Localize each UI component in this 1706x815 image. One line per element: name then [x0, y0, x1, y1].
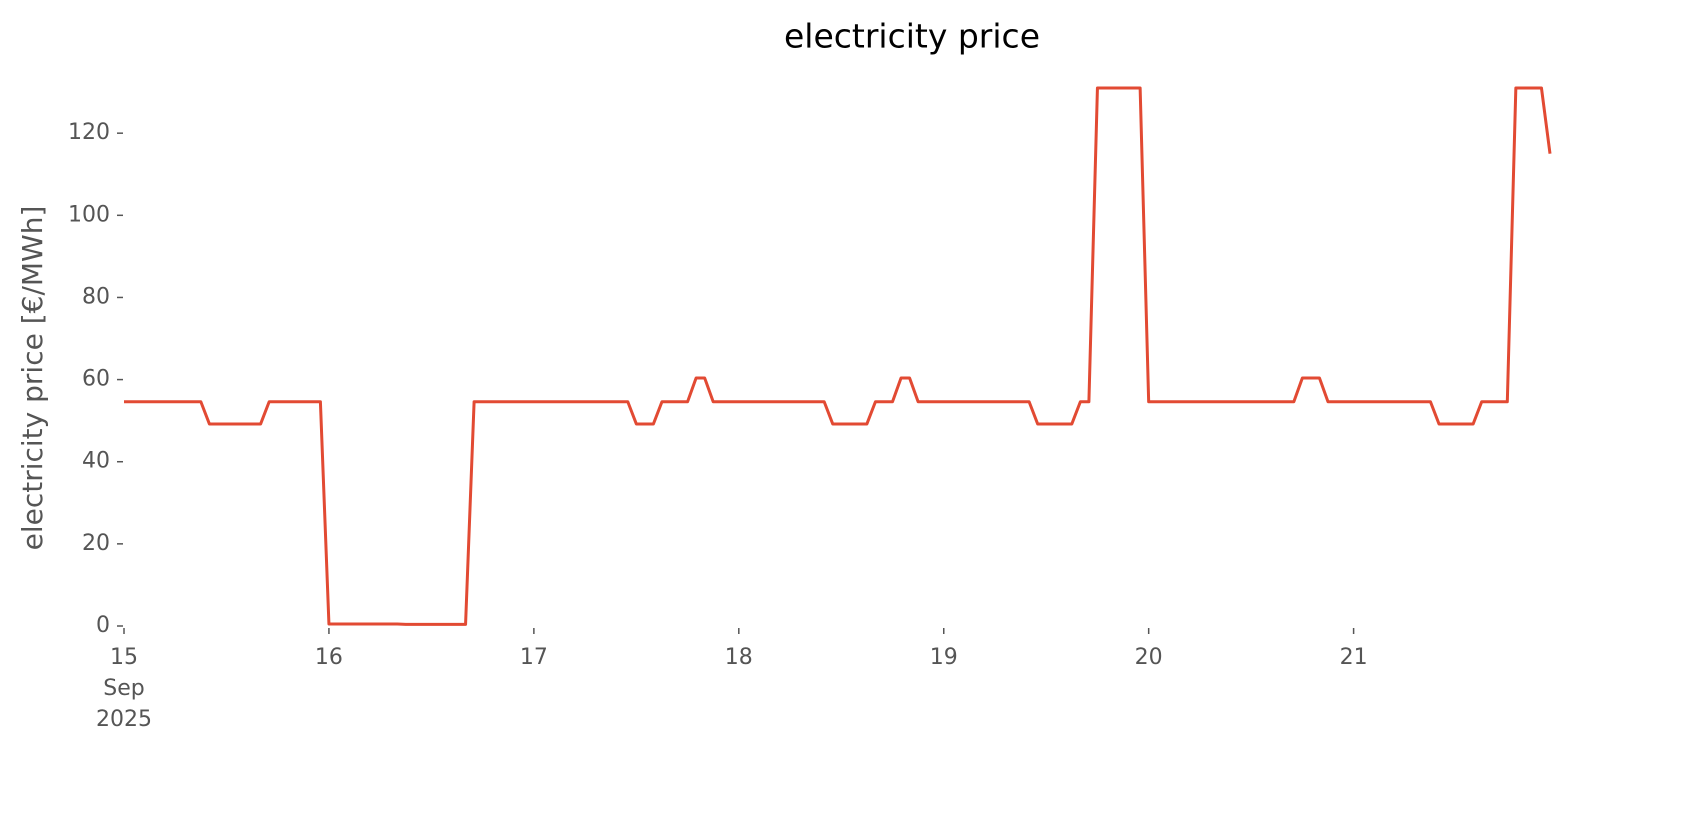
- y-tick-label: 20: [82, 531, 110, 556]
- x-tick-label: 15 Sep 2025: [96, 645, 152, 732]
- y-tick-label: 120: [68, 120, 110, 145]
- y-tick-label: 80: [82, 284, 110, 309]
- x-tick-label: 17: [520, 645, 548, 670]
- x-tick-label: 21: [1340, 645, 1368, 670]
- y-tick-label: 0: [96, 613, 110, 638]
- price-line: [124, 86, 1552, 626]
- y-tick-label: 60: [82, 367, 110, 392]
- y-axis-label: electricity price [€/MWh]: [16, 206, 49, 551]
- x-tick-label: 18: [725, 645, 753, 670]
- x-tick-label: 16: [315, 645, 343, 670]
- x-tick-label: 20: [1135, 645, 1163, 670]
- chart-title: electricity price: [784, 17, 1040, 56]
- y-tick-label: 40: [82, 449, 110, 474]
- y-tick-label: 100: [68, 202, 110, 227]
- x-tick-label: 19: [930, 645, 958, 670]
